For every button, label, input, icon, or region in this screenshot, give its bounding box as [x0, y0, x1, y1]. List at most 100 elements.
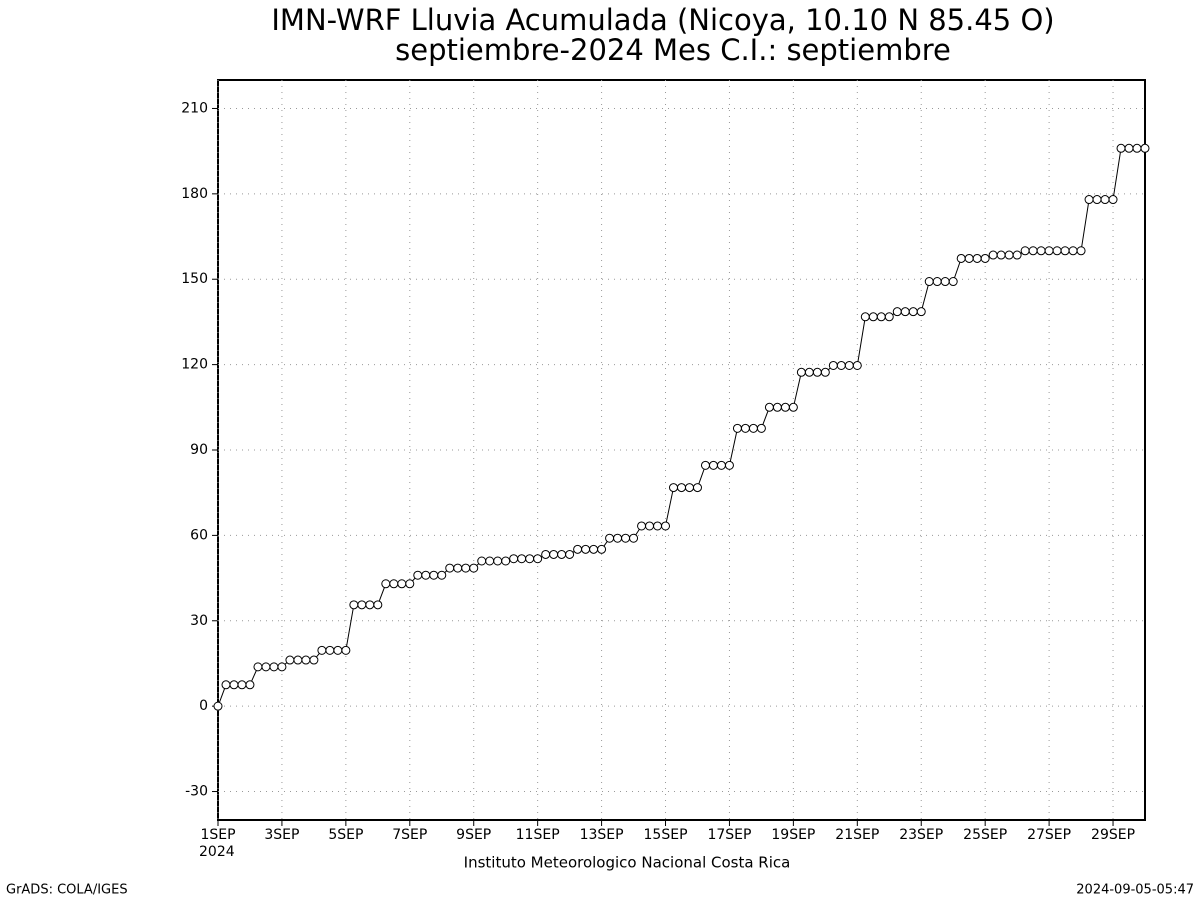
y-tick-label: 60	[190, 527, 208, 543]
data-point	[692, 483, 702, 493]
data-point	[844, 360, 854, 370]
data-point	[868, 312, 878, 322]
timestamp: 2024-09-05-05:47	[1076, 883, 1194, 898]
data-point	[764, 402, 774, 412]
data-point	[964, 253, 974, 263]
data-point	[317, 645, 327, 655]
data-point	[796, 367, 806, 377]
x-tick-label: 27SEP	[1027, 827, 1071, 843]
data-point	[221, 680, 231, 690]
data-point	[397, 579, 407, 589]
data-point	[1092, 195, 1102, 205]
data-point	[661, 521, 671, 531]
data-point	[1052, 246, 1062, 256]
data-point	[213, 701, 223, 711]
x-tick-label: 9SEP	[456, 827, 491, 843]
data-point	[724, 460, 734, 470]
data-point	[565, 549, 575, 559]
data-point	[261, 662, 271, 672]
data-point	[972, 253, 982, 263]
data-point	[892, 307, 902, 317]
x-tick-label: 5SEP	[328, 827, 363, 843]
data-point	[908, 307, 918, 317]
data-point	[589, 544, 599, 554]
x-tick-label: 7SEP	[392, 827, 427, 843]
credit: Instituto Meteorologico Nacional Costa R…	[464, 854, 791, 872]
data-point	[581, 544, 591, 554]
y-tick-label: 90	[190, 442, 208, 458]
data-point	[772, 402, 782, 412]
data-point	[461, 563, 471, 573]
data-point	[525, 554, 535, 564]
data-point	[804, 367, 814, 377]
y-tick-label: 210	[181, 100, 208, 116]
data-point	[669, 483, 679, 493]
data-point	[820, 367, 830, 377]
data-point	[1060, 246, 1070, 256]
data-point	[357, 600, 367, 610]
data-point	[940, 277, 950, 287]
y-tick-label: 30	[190, 613, 208, 629]
data-point	[900, 307, 910, 317]
data-point	[732, 423, 742, 433]
y-tick-label: -30	[185, 784, 208, 800]
x-tick-label: 21SEP	[835, 827, 879, 843]
data-point	[437, 570, 447, 580]
data-point	[605, 533, 615, 543]
data-point	[613, 533, 623, 543]
data-point	[700, 460, 710, 470]
data-point	[932, 277, 942, 287]
data-point	[253, 662, 263, 672]
data-point	[389, 579, 399, 589]
data-point	[501, 556, 511, 566]
data-point	[541, 549, 551, 559]
data-point	[645, 521, 655, 531]
data-point	[621, 533, 631, 543]
data-point	[237, 680, 247, 690]
data-point	[557, 549, 567, 559]
data-point	[509, 554, 519, 564]
data-point	[453, 563, 463, 573]
data-point	[405, 579, 415, 589]
x-tick-label: 1SEP	[200, 827, 235, 843]
data-point	[716, 460, 726, 470]
data-point	[956, 253, 966, 263]
x-tick-label: 29SEP	[1091, 827, 1135, 843]
chart-subtitle: septiembre-2024 Mes C.I.: septiembre	[395, 33, 951, 67]
x-tick-label: 11SEP	[516, 827, 560, 843]
data-point	[876, 312, 886, 322]
data-point	[429, 570, 439, 580]
data-point	[517, 554, 527, 564]
x-tick-label: 13SEP	[580, 827, 624, 843]
data-point	[1012, 250, 1022, 260]
series-line	[217, 147, 1145, 707]
data-point	[852, 360, 862, 370]
data-point	[1132, 143, 1142, 153]
data-point	[948, 277, 958, 287]
data-point	[1140, 143, 1150, 153]
data-point	[629, 533, 639, 543]
y-tick-label: 120	[181, 357, 208, 373]
data-point	[1116, 143, 1126, 153]
data-point	[421, 570, 431, 580]
data-point	[301, 655, 311, 665]
data-point	[269, 662, 279, 672]
data-point	[493, 556, 503, 566]
data-point	[573, 544, 583, 554]
data-point	[1076, 246, 1086, 256]
data-point	[788, 402, 798, 412]
data-point	[381, 579, 391, 589]
x-tick-label: 25SEP	[963, 827, 1007, 843]
data-point	[309, 655, 319, 665]
x-tick-label: 17SEP	[707, 827, 751, 843]
data-point	[1108, 195, 1118, 205]
data-point	[533, 554, 543, 564]
data-point	[485, 556, 495, 566]
data-point	[285, 655, 295, 665]
data-point	[325, 645, 335, 655]
data-point	[836, 360, 846, 370]
data-point	[229, 680, 239, 690]
data-point	[1100, 195, 1110, 205]
data-point	[245, 680, 255, 690]
data-point	[637, 521, 647, 531]
